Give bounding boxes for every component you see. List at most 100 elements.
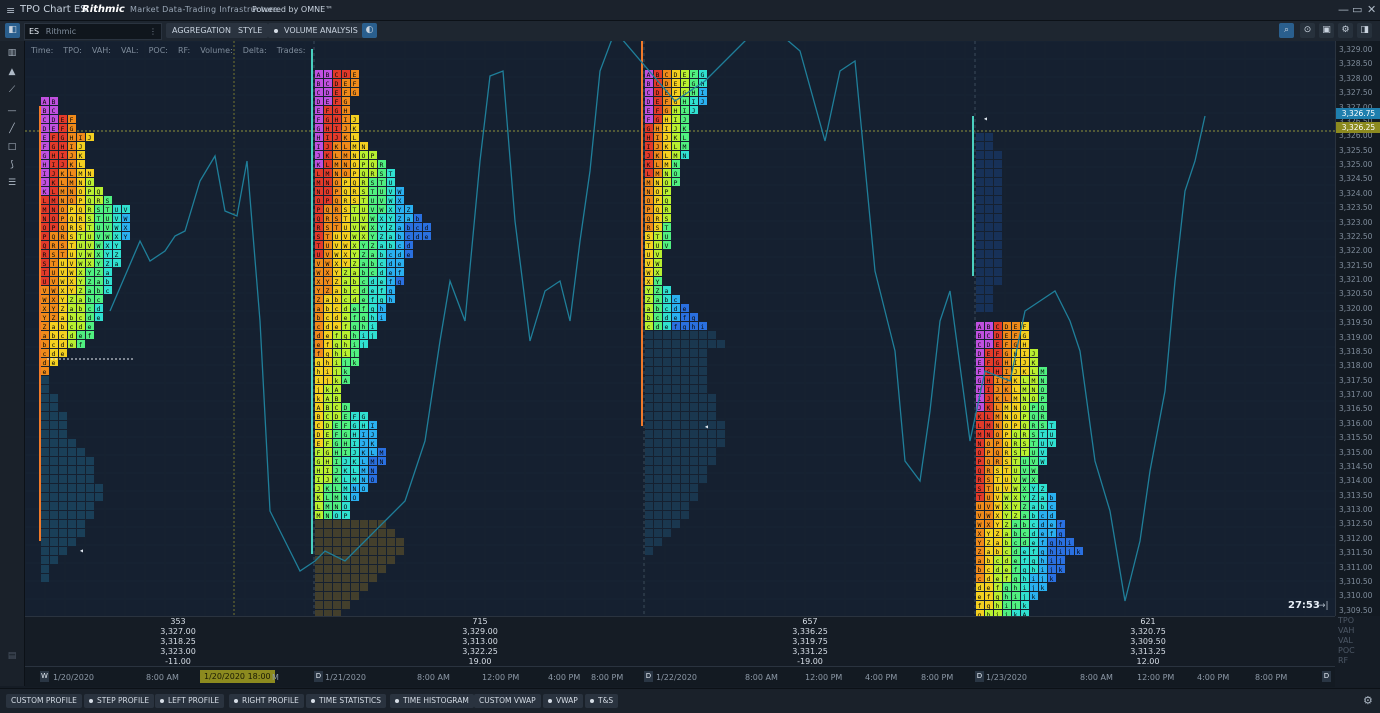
layers-icon[interactable]: ☰ <box>7 178 17 188</box>
tpo-letter: X <box>996 512 1000 520</box>
settings-gear-icon[interactable]: ⚙ <box>1363 694 1373 707</box>
panel-toggle-icon[interactable]: ◧ <box>5 23 20 38</box>
time-statistics-button[interactable]: TIME STATISTICS <box>306 694 387 708</box>
tpo-letter: O <box>317 197 321 205</box>
tpo-cell <box>333 484 341 492</box>
volume-analysis-toggle-icon[interactable]: ◐ <box>362 23 377 38</box>
search-icon[interactable]: ⌕ <box>1279 23 1294 38</box>
sidebar-toggle-icon[interactable]: ◨ <box>1357 23 1372 38</box>
tpo-cell <box>1039 421 1047 429</box>
tpo-cell <box>663 133 671 141</box>
tpo-cell <box>1039 412 1047 420</box>
close-icon[interactable]: ✕ <box>1367 3 1377 16</box>
time-axis[interactable]: W D D D D 1/20/2020 1/21/2020 1/22/2020 1/23/202… <box>25 666 1335 687</box>
tpo-cell <box>1012 412 1020 420</box>
tpo-cell <box>414 214 422 222</box>
tpo-letter: Y <box>88 269 92 277</box>
tpo-cell <box>387 187 395 195</box>
horizontal-line-icon[interactable]: — <box>7 106 17 116</box>
tpo-cell <box>663 448 671 456</box>
price-axis[interactable]: 3,329.003,328.503,328.003,327.503,327.00… <box>1335 41 1380 616</box>
trend-line-icon[interactable]: ╱ <box>9 124 15 134</box>
tpo-letter: E <box>344 413 348 421</box>
gear-icon[interactable]: ⚙ <box>1338 23 1353 38</box>
volume-analysis-button[interactable]: VOLUME ANALYSIS <box>268 23 364 38</box>
tpo-cell <box>681 511 689 519</box>
symbol-selector[interactable]: ES Rithmic ⋮ <box>24 23 162 40</box>
scroll-to-end-icon[interactable]: →| <box>1318 601 1329 611</box>
tpo-cell <box>315 115 323 123</box>
tpo-cell <box>387 547 395 555</box>
tpo-cell <box>360 484 368 492</box>
tpo-letter: I <box>665 125 669 133</box>
tpo-letter: h <box>1059 539 1063 547</box>
maximize-icon[interactable]: ▭ <box>1352 3 1363 16</box>
tpo-letter: d <box>1014 548 1018 556</box>
tpo-letter: i <box>326 368 330 376</box>
period-badge[interactable]: D <box>1322 671 1331 682</box>
period-badge[interactable]: W <box>40 671 49 682</box>
fibonacci-icon[interactable]: ⟆ <box>10 160 14 170</box>
tpo-cell <box>333 331 341 339</box>
tpo-letter: T <box>43 269 47 277</box>
step-profile-button[interactable]: STEP PROFILE <box>84 694 155 708</box>
alert-bell-icon[interactable]: ▲ <box>8 67 16 77</box>
tpo-letter: N <box>43 215 47 223</box>
tpo-cell <box>360 448 368 456</box>
time-histogram-button[interactable]: TIME HISTOGRAM <box>390 694 474 708</box>
tpo-cell <box>985 412 993 420</box>
tpo-letter: G <box>317 458 321 466</box>
custom-vwap-button[interactable]: CUSTOM VWAP <box>474 694 541 708</box>
tpo-letter: W <box>326 260 330 268</box>
indicators-icon[interactable]: ▥ <box>7 48 17 58</box>
tpo-cell <box>387 277 395 285</box>
more-icon[interactable]: ⋮ <box>149 27 157 36</box>
tpo-letter: c <box>1041 512 1045 520</box>
period-badge[interactable]: D <box>314 671 323 682</box>
custom-profile-button[interactable]: CUSTOM PROFILE <box>6 694 82 708</box>
tpo-cell <box>342 178 350 186</box>
tpo-cell <box>333 412 341 420</box>
tpo-cell <box>654 178 662 186</box>
tpo-letter: f <box>371 296 375 304</box>
vwap-button[interactable]: VWAP <box>543 694 583 708</box>
tpo-letter: D <box>647 98 651 106</box>
session-stat-vah: 3,329.00 <box>462 627 498 636</box>
right-profile-button[interactable]: RIGHT PROFILE <box>229 694 304 708</box>
tpo-cell <box>690 367 698 375</box>
period-badge[interactable]: D <box>644 671 653 682</box>
trash-icon[interactable]: ▤ <box>7 651 17 661</box>
ruler-icon[interactable]: ⟋ <box>8 85 16 95</box>
tpo-cell <box>41 502 49 510</box>
tpo-letter: G <box>1014 341 1018 349</box>
tpo-letter: W <box>70 269 74 277</box>
mouse-icon[interactable]: ⊙ <box>1300 23 1315 38</box>
aggregation-button[interactable]: AGGREGATION <box>166 23 237 38</box>
tpo-cell <box>663 241 671 249</box>
tpo-letter: Y <box>647 287 651 295</box>
tpo-cell <box>1030 493 1038 501</box>
tpo-cell <box>708 448 716 456</box>
tpo-cell <box>369 259 377 267</box>
camera-icon[interactable]: ▣ <box>1319 23 1334 38</box>
menu-icon[interactable]: ≡ <box>6 4 16 17</box>
tpo-letter: M <box>1023 386 1027 394</box>
tpo-cell <box>1003 475 1011 483</box>
minimize-icon[interactable]: — <box>1338 3 1349 16</box>
period-badge[interactable]: D <box>975 671 984 682</box>
tpo-cell <box>1030 385 1038 393</box>
range-bar-session-4 <box>972 116 974 276</box>
tpo-cell <box>405 250 413 258</box>
tpo-cell <box>699 358 707 366</box>
style-button[interactable]: STYLE <box>232 23 269 38</box>
tpo-cell <box>654 538 662 546</box>
rectangle-icon[interactable]: □ <box>7 142 17 152</box>
tpo-cell <box>342 331 350 339</box>
tpo-cell <box>50 223 58 231</box>
tpo-letter: U <box>317 251 321 259</box>
tpo-cell <box>351 160 359 168</box>
t-s-button[interactable]: T&S <box>585 694 619 708</box>
left-profile-button[interactable]: LEFT PROFILE <box>155 694 225 708</box>
tpo-cell <box>369 178 377 186</box>
